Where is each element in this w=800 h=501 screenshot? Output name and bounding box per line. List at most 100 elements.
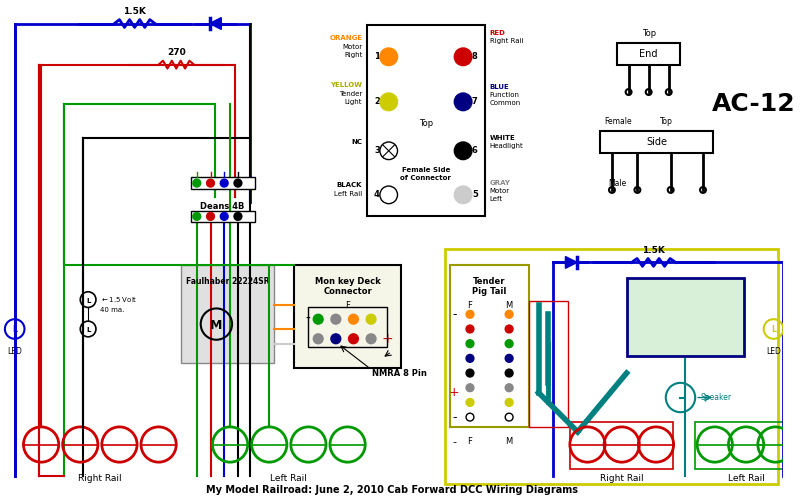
Text: Side: Side xyxy=(646,137,667,147)
Text: Top: Top xyxy=(642,29,656,38)
Text: of Connector: of Connector xyxy=(401,175,451,181)
Text: 2: 2 xyxy=(374,97,380,106)
Text: -: - xyxy=(452,437,456,447)
Text: Left Rail: Left Rail xyxy=(728,474,765,483)
Circle shape xyxy=(466,311,474,318)
Text: Right: Right xyxy=(344,52,362,58)
Circle shape xyxy=(234,212,242,220)
Circle shape xyxy=(380,93,398,111)
Text: Right Rail: Right Rail xyxy=(490,38,523,44)
Text: 8: 8 xyxy=(472,52,478,61)
Text: 4: 4 xyxy=(374,190,380,199)
Text: BLACK: BLACK xyxy=(337,182,362,188)
Text: Connector: Connector xyxy=(323,287,372,296)
Text: Top: Top xyxy=(660,117,673,126)
Text: 1.5K: 1.5K xyxy=(642,245,665,255)
Text: Top: Top xyxy=(419,119,433,128)
Circle shape xyxy=(349,314,358,324)
Circle shape xyxy=(506,340,513,348)
Text: End: End xyxy=(639,49,658,59)
Text: M: M xyxy=(210,319,222,332)
Bar xyxy=(181,266,274,363)
Bar xyxy=(529,301,568,427)
Circle shape xyxy=(454,48,472,66)
Text: Faulhaber 22224SR: Faulhaber 22224SR xyxy=(186,277,270,286)
Bar xyxy=(570,422,673,469)
Text: $\leftarrow$1.5 Volt: $\leftarrow$1.5 Volt xyxy=(100,295,138,304)
Text: Female: Female xyxy=(604,117,632,126)
Circle shape xyxy=(466,384,474,392)
Circle shape xyxy=(193,212,201,220)
Circle shape xyxy=(506,325,513,333)
Text: L: L xyxy=(86,327,90,333)
Text: Left Rail: Left Rail xyxy=(334,191,362,197)
Circle shape xyxy=(366,334,376,344)
Bar xyxy=(446,248,778,483)
Circle shape xyxy=(220,212,228,220)
Circle shape xyxy=(380,48,398,66)
Bar xyxy=(617,43,681,65)
Text: 1: 1 xyxy=(374,52,380,61)
Text: Deans 4B: Deans 4B xyxy=(200,202,245,211)
Text: Left: Left xyxy=(490,196,502,202)
Text: 40 ma.: 40 ma. xyxy=(100,308,124,314)
Text: -: - xyxy=(305,312,310,326)
Text: Right Rail: Right Rail xyxy=(78,474,122,483)
Text: 1.5K: 1.5K xyxy=(123,7,146,16)
Text: -: - xyxy=(452,308,457,321)
Text: BLUE: BLUE xyxy=(490,84,510,90)
Circle shape xyxy=(454,142,472,160)
Bar xyxy=(191,177,254,189)
Text: Common: Common xyxy=(490,100,521,106)
Bar xyxy=(309,308,386,347)
Circle shape xyxy=(331,334,341,344)
Circle shape xyxy=(331,314,341,324)
Circle shape xyxy=(314,314,323,324)
Bar xyxy=(626,278,744,356)
Text: F: F xyxy=(345,301,350,310)
Text: M: M xyxy=(506,437,513,446)
Text: ORANGE: ORANGE xyxy=(329,35,362,41)
Text: My Model Railroad: June 2, 2010 Cab Forward DCC Wiring Diagrams: My Model Railroad: June 2, 2010 Cab Forw… xyxy=(206,485,578,495)
Text: L: L xyxy=(771,326,776,335)
Circle shape xyxy=(206,179,214,187)
Bar xyxy=(695,422,788,469)
Polygon shape xyxy=(210,18,222,30)
Text: Decoder: Decoder xyxy=(653,320,718,334)
Circle shape xyxy=(506,311,513,318)
Bar xyxy=(294,266,402,368)
Text: NMRA 8 Pin: NMRA 8 Pin xyxy=(372,369,427,378)
Text: Right Rail: Right Rail xyxy=(600,474,643,483)
Text: Tender: Tender xyxy=(339,91,362,97)
Circle shape xyxy=(506,354,513,362)
Circle shape xyxy=(220,179,228,187)
Text: Mon key Deck: Mon key Deck xyxy=(314,277,381,286)
Text: Female Side: Female Side xyxy=(402,167,450,173)
Text: +: + xyxy=(382,332,394,346)
Bar xyxy=(191,210,254,222)
Circle shape xyxy=(466,325,474,333)
Text: F: F xyxy=(467,437,473,446)
Text: 270: 270 xyxy=(167,48,186,57)
Text: AC-12: AC-12 xyxy=(712,92,796,116)
Text: LED: LED xyxy=(7,347,22,356)
Circle shape xyxy=(454,93,472,111)
Circle shape xyxy=(466,340,474,348)
Circle shape xyxy=(466,354,474,362)
Text: Motor: Motor xyxy=(342,44,362,50)
Text: 3: 3 xyxy=(374,146,380,155)
Text: 5: 5 xyxy=(472,190,478,199)
Text: M: M xyxy=(506,301,513,310)
Text: RED: RED xyxy=(490,31,506,37)
Bar xyxy=(600,131,713,153)
Circle shape xyxy=(466,398,474,406)
Text: Tender: Tender xyxy=(474,277,506,286)
Text: Male: Male xyxy=(609,179,627,188)
Text: Light: Light xyxy=(345,99,362,105)
Circle shape xyxy=(506,398,513,406)
Text: DCC: DCC xyxy=(670,301,702,315)
Circle shape xyxy=(314,334,323,344)
Circle shape xyxy=(206,212,214,220)
Circle shape xyxy=(234,179,242,187)
Text: F: F xyxy=(467,301,473,310)
